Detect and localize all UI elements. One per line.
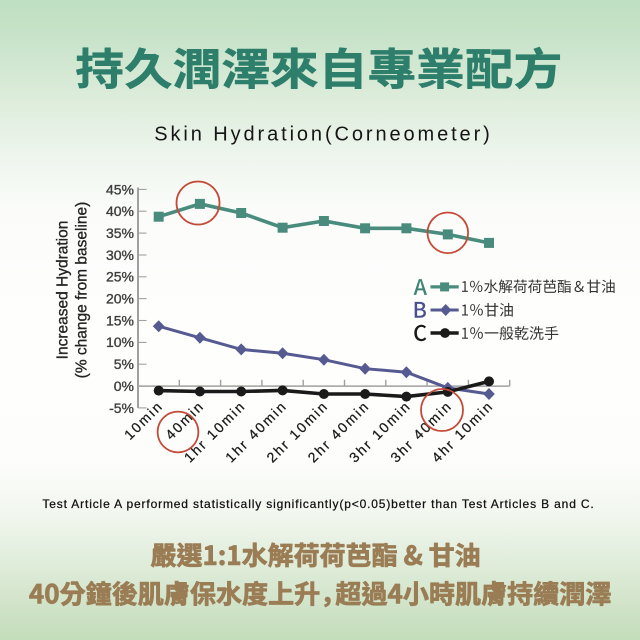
svg-text:40%: 40%: [106, 203, 134, 219]
svg-text:Skin Hydration(Corneometer): Skin Hydration(Corneometer): [154, 124, 492, 146]
svg-text:25%: 25%: [106, 269, 134, 285]
svg-text:10%: 10%: [106, 334, 134, 350]
svg-text:35%: 35%: [106, 225, 134, 241]
svg-text:0%: 0%: [114, 378, 134, 394]
svg-text:45%: 45%: [106, 181, 134, 197]
svg-text:5%: 5%: [114, 356, 134, 372]
svg-text:30%: 30%: [106, 247, 134, 263]
svg-text:Test Article A performed stati: Test Article A performed statistically s…: [42, 497, 594, 511]
svg-text:Increased Hydration: Increased Hydration: [55, 221, 72, 360]
svg-text:(% change from baseline): (% change from baseline): [74, 202, 91, 379]
svg-text:-5%: -5%: [109, 400, 134, 416]
svg-text:20%: 20%: [106, 291, 134, 307]
svg-text:15%: 15%: [106, 312, 134, 328]
